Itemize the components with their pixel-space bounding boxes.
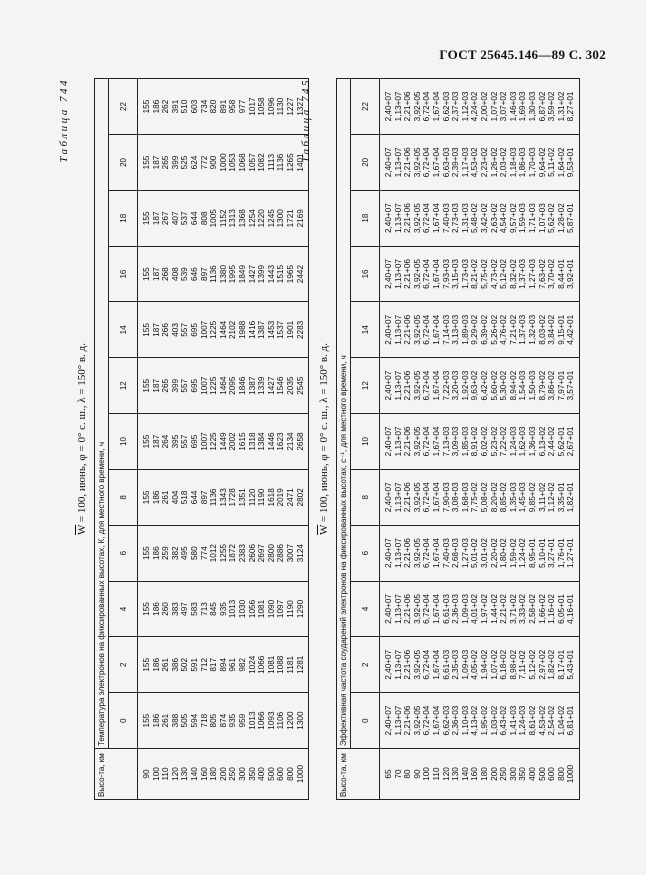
hour-header: 18 [350,190,380,247]
hour-header: 12 [350,357,380,414]
hour-column-values: 2,40+07 1,13+07 2,21+06 3,92+05 6,72+04 … [379,190,580,247]
heights-column: 90 100 110 120 130 140 160 180 200 250 3… [137,748,309,800]
data-table: Высо-та, км Температура электронов на фик… [94,78,309,800]
hour-column-values: 2,40+07 1,13+07 2,21+06 3,92+05 6,72+04 … [379,301,580,358]
hour-column-values: 2,40+07 1,13+07 2,21+06 3,92+05 6,72+04 … [379,636,580,693]
hour-column-values: 2,40+07 1,13+07 2,21+06 3,92+05 6,72+04 … [379,246,580,302]
caption-text: = 100, июнь, φ = 0° с. ш., λ = 150° в. д… [76,343,88,525]
hour-column-values: 155 187 264 395 557 695 1007 1225 1449 2… [137,413,309,470]
hour-column-values: 155 187 265 399 525 624 772 900 1000 105… [137,134,309,191]
hour-header: 4 [108,581,138,637]
hour-column-values: 2,40+07 1,13+07 2,21+06 3,92+05 6,72+04 … [379,525,580,582]
hour-column-values: 155 186 261 386 502 591 712 817 894 961 … [137,636,309,693]
height-header: Высо-та, км [94,748,138,800]
hour-header: 10 [108,413,138,470]
hour-column-values: 155 186 262 391 510 603 734 820 891 958 … [137,78,309,135]
table-745-block: Таблица 745 W = 100, июнь, φ = 0° с. ш.,… [300,78,600,800]
hour-column-values: 155 187 267 407 537 644 808 1005 1152 13… [137,190,309,247]
table-744-block: Таблица 744 W = 100, июнь, φ = 0° с. ш.,… [58,78,309,800]
hour-header: 8 [350,469,380,526]
data-table: Высо-та, км Эффективная частота соударени… [336,78,580,800]
hour-header: 18 [108,190,138,247]
hour-column-values: 155 186 260 383 497 583 713 845 935 1013… [137,581,309,637]
hour-header: 12 [108,357,138,414]
hour-header: 6 [108,525,138,582]
table-caption: W = 100, июнь, φ = 0° с. ш., λ = 150° в.… [318,78,330,800]
caption-text: = 100, июнь, φ = 0° с. ш., λ = 150° в. д… [318,343,330,525]
hour-header: 14 [350,301,380,358]
table-label: Таблица 745 [300,78,312,163]
hours-row: 0 2 4 6 8 10 12 14 16 18 20 22 [108,78,138,800]
caption-w-symbol: W [318,524,330,535]
hour-header: 0 [350,692,380,749]
hours-row: 0 2 4 6 8 10 12 14 16 18 20 22 [350,78,380,800]
hour-column-values: 155 187 268 408 539 646 897 1136 1380 19… [137,246,309,302]
hour-column-values: 155 186 259 382 495 580 774 1012 1255 18… [137,525,309,582]
hour-column-values: 155 187 266 403 557 695 1007 1225 1464 2… [137,302,309,358]
hour-column-values: 2,40+07 1,13+07 2,21+06 3,92+05 6,72+04 … [379,692,580,749]
hour-column-values: 155 186 261 388 505 594 718 805 874 935 … [137,692,309,749]
hour-column-values: 2,40+07 1,13+07 2,21+06 3,92+05 6,72+04 … [379,581,580,637]
table-label: Таблица 744 [58,78,70,163]
hour-header: 2 [108,636,138,693]
hour-header: 6 [350,525,380,582]
hour-header: 8 [108,469,138,526]
hour-column-values: 2,40+07 1,13+07 2,21+06 3,92+05 6,72+04 … [379,134,580,191]
hour-header: 2 [350,636,380,693]
hour-column-values: 155 187 265 399 557 695 1007 1225 1464 2… [137,357,309,414]
hour-column-values: 155 186 261 404 518 644 897 1136 1343 17… [137,469,309,526]
table-body-row: 65 70 80 90 100 110 120 130 140 160 180 … [379,78,580,800]
hour-header: 16 [108,246,138,302]
hour-header: 14 [108,302,138,358]
table-caption: W = 100, июнь, φ = 0° с. ш., λ = 150° в.… [76,78,88,800]
hour-column-values: 2,40+07 1,13+07 2,21+06 3,92+05 6,72+04 … [379,469,580,526]
hour-header: 22 [108,78,138,135]
hour-column-values: 2,40+07 1,13+07 2,21+06 3,92+05 6,72+04 … [379,413,580,470]
heights-column: 65 70 80 90 100 110 120 130 140 160 180 … [379,748,580,800]
height-header: Высо-та, км [336,748,380,800]
page-header: ГОСТ 25645.146—89 С. 302 [439,47,606,62]
hour-header: 0 [108,692,138,749]
hour-column-values: 2,40+07 1,13+07 2,21+06 3,92+05 6,72+04 … [379,78,580,135]
hour-column-values: 2,40+07 1,13+07 2,21+06 3,92+05 6,72+04 … [379,357,580,414]
super-header: Температура электронов на фиксированных … [94,78,109,749]
hour-header: 20 [350,134,380,191]
caption-w-symbol: W [76,524,88,535]
super-header: Эффективная частота соударений электроно… [336,78,351,749]
hour-header: 16 [350,246,380,302]
hour-header: 4 [350,581,380,637]
table-body-row: 90 100 110 120 130 140 160 180 200 250 3… [137,78,309,800]
hour-header: 22 [350,78,380,135]
hour-header: 20 [108,134,138,191]
hour-header: 10 [350,413,380,470]
